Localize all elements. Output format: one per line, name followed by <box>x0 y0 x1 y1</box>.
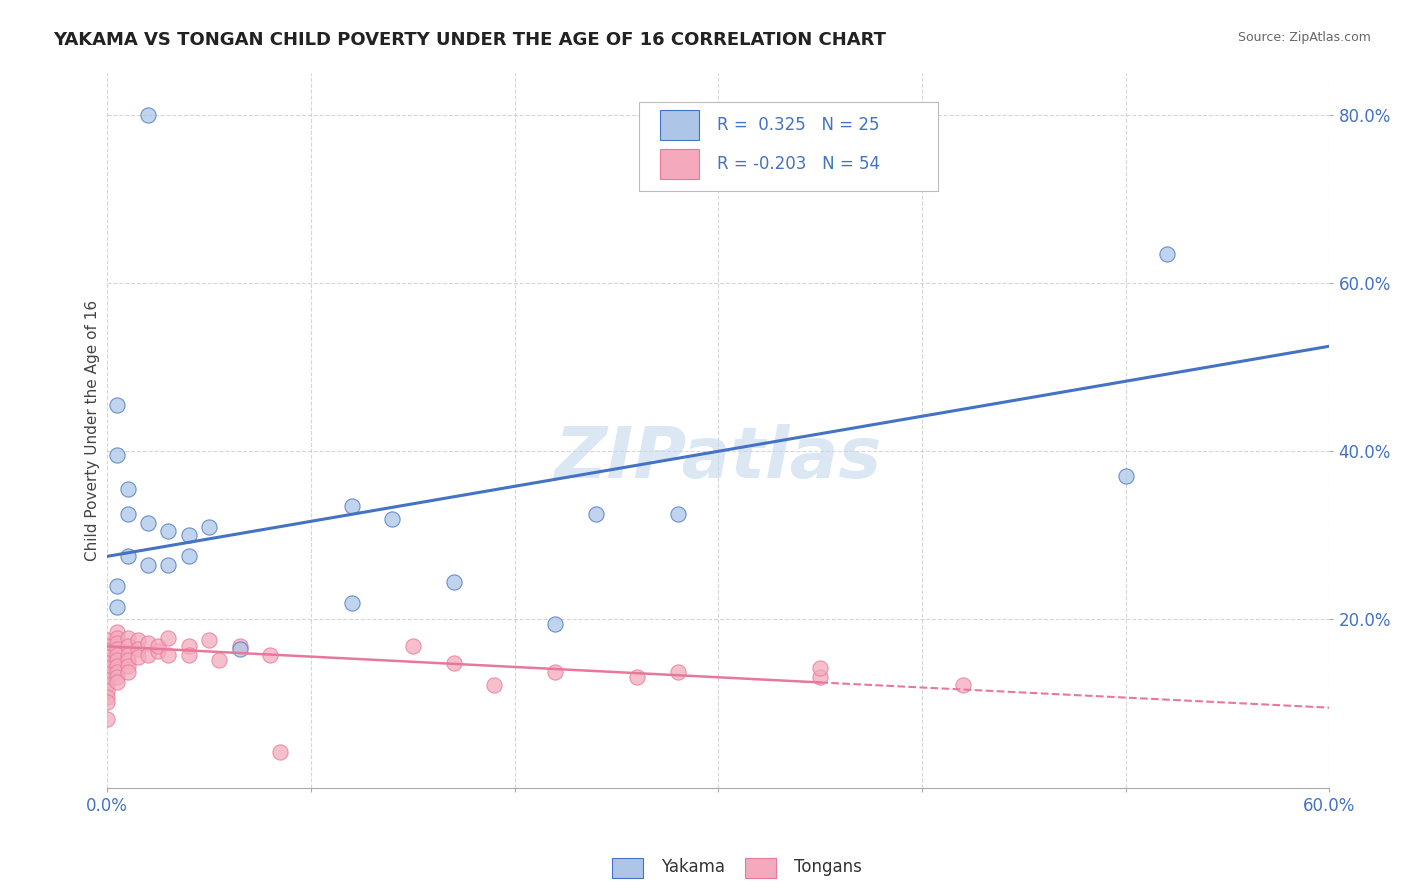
Point <box>136 558 159 572</box>
Point <box>146 644 169 658</box>
Point <box>107 669 129 683</box>
Point <box>1115 469 1137 483</box>
Point <box>96 656 118 670</box>
Point <box>96 661 118 675</box>
Point <box>198 633 221 648</box>
Point <box>340 596 363 610</box>
Point <box>107 636 129 650</box>
Point <box>157 648 180 662</box>
Point <box>585 508 607 522</box>
Point <box>117 508 139 522</box>
Point <box>402 640 425 654</box>
Point <box>177 528 200 542</box>
FancyBboxPatch shape <box>638 102 938 191</box>
Point <box>117 653 139 667</box>
Point <box>107 631 129 645</box>
Point <box>177 648 200 662</box>
Point <box>136 108 159 122</box>
Text: YAKAMA VS TONGAN CHILD POVERTY UNDER THE AGE OF 16 CORRELATION CHART: YAKAMA VS TONGAN CHILD POVERTY UNDER THE… <box>53 31 886 49</box>
Point <box>107 625 129 640</box>
Text: Yakama: Yakama <box>661 858 725 876</box>
Point <box>107 599 129 614</box>
Y-axis label: Child Poverty Under the Age of 16: Child Poverty Under the Age of 16 <box>86 300 100 561</box>
Point <box>107 658 129 673</box>
FancyBboxPatch shape <box>659 110 699 140</box>
Point <box>808 661 831 675</box>
Point <box>107 653 129 667</box>
Point <box>117 648 139 662</box>
Point <box>127 641 149 656</box>
Point <box>157 631 180 645</box>
Point <box>484 678 506 692</box>
Point <box>117 482 139 496</box>
Point <box>198 520 221 534</box>
Point <box>146 640 169 654</box>
Point <box>96 695 118 709</box>
Point <box>107 641 129 656</box>
Point <box>228 641 250 656</box>
Point <box>107 665 129 679</box>
Point <box>96 678 118 692</box>
Point <box>107 675 129 690</box>
Point <box>952 678 974 692</box>
Point <box>107 579 129 593</box>
Point <box>269 745 291 759</box>
Point <box>666 508 689 522</box>
Point <box>157 558 180 572</box>
Point <box>259 648 281 662</box>
FancyBboxPatch shape <box>659 149 699 178</box>
Point <box>157 524 180 538</box>
Text: R = -0.203   N = 54: R = -0.203 N = 54 <box>717 154 880 173</box>
Point <box>117 631 139 645</box>
Text: Tongans: Tongans <box>794 858 862 876</box>
Point <box>443 656 465 670</box>
Point <box>96 650 118 665</box>
Point <box>96 667 118 681</box>
Point <box>107 449 129 463</box>
Point <box>96 684 118 698</box>
Point <box>117 640 139 654</box>
Point <box>107 648 129 662</box>
Point <box>177 640 200 654</box>
Point <box>136 516 159 530</box>
Point <box>96 640 118 654</box>
Point <box>96 673 118 687</box>
Point <box>808 669 831 683</box>
Point <box>208 653 231 667</box>
Text: R =  0.325   N = 25: R = 0.325 N = 25 <box>717 116 880 134</box>
Point <box>1156 246 1178 260</box>
Point <box>626 669 648 683</box>
Point <box>117 665 139 679</box>
Point <box>96 633 118 648</box>
Point <box>544 616 567 631</box>
Point <box>107 398 129 412</box>
Point <box>544 665 567 679</box>
Point <box>117 658 139 673</box>
Text: Source: ZipAtlas.com: Source: ZipAtlas.com <box>1237 31 1371 45</box>
Point <box>127 633 149 648</box>
Point <box>117 549 139 564</box>
Point <box>96 690 118 704</box>
Point <box>127 650 149 665</box>
Point <box>381 511 404 525</box>
Point <box>136 636 159 650</box>
Point <box>340 499 363 513</box>
Point <box>443 574 465 589</box>
Point <box>228 640 250 654</box>
Point <box>136 648 159 662</box>
Point <box>666 665 689 679</box>
Text: ZIPatlas: ZIPatlas <box>555 425 882 493</box>
Point <box>96 644 118 658</box>
Point <box>177 549 200 564</box>
Point <box>96 712 118 726</box>
